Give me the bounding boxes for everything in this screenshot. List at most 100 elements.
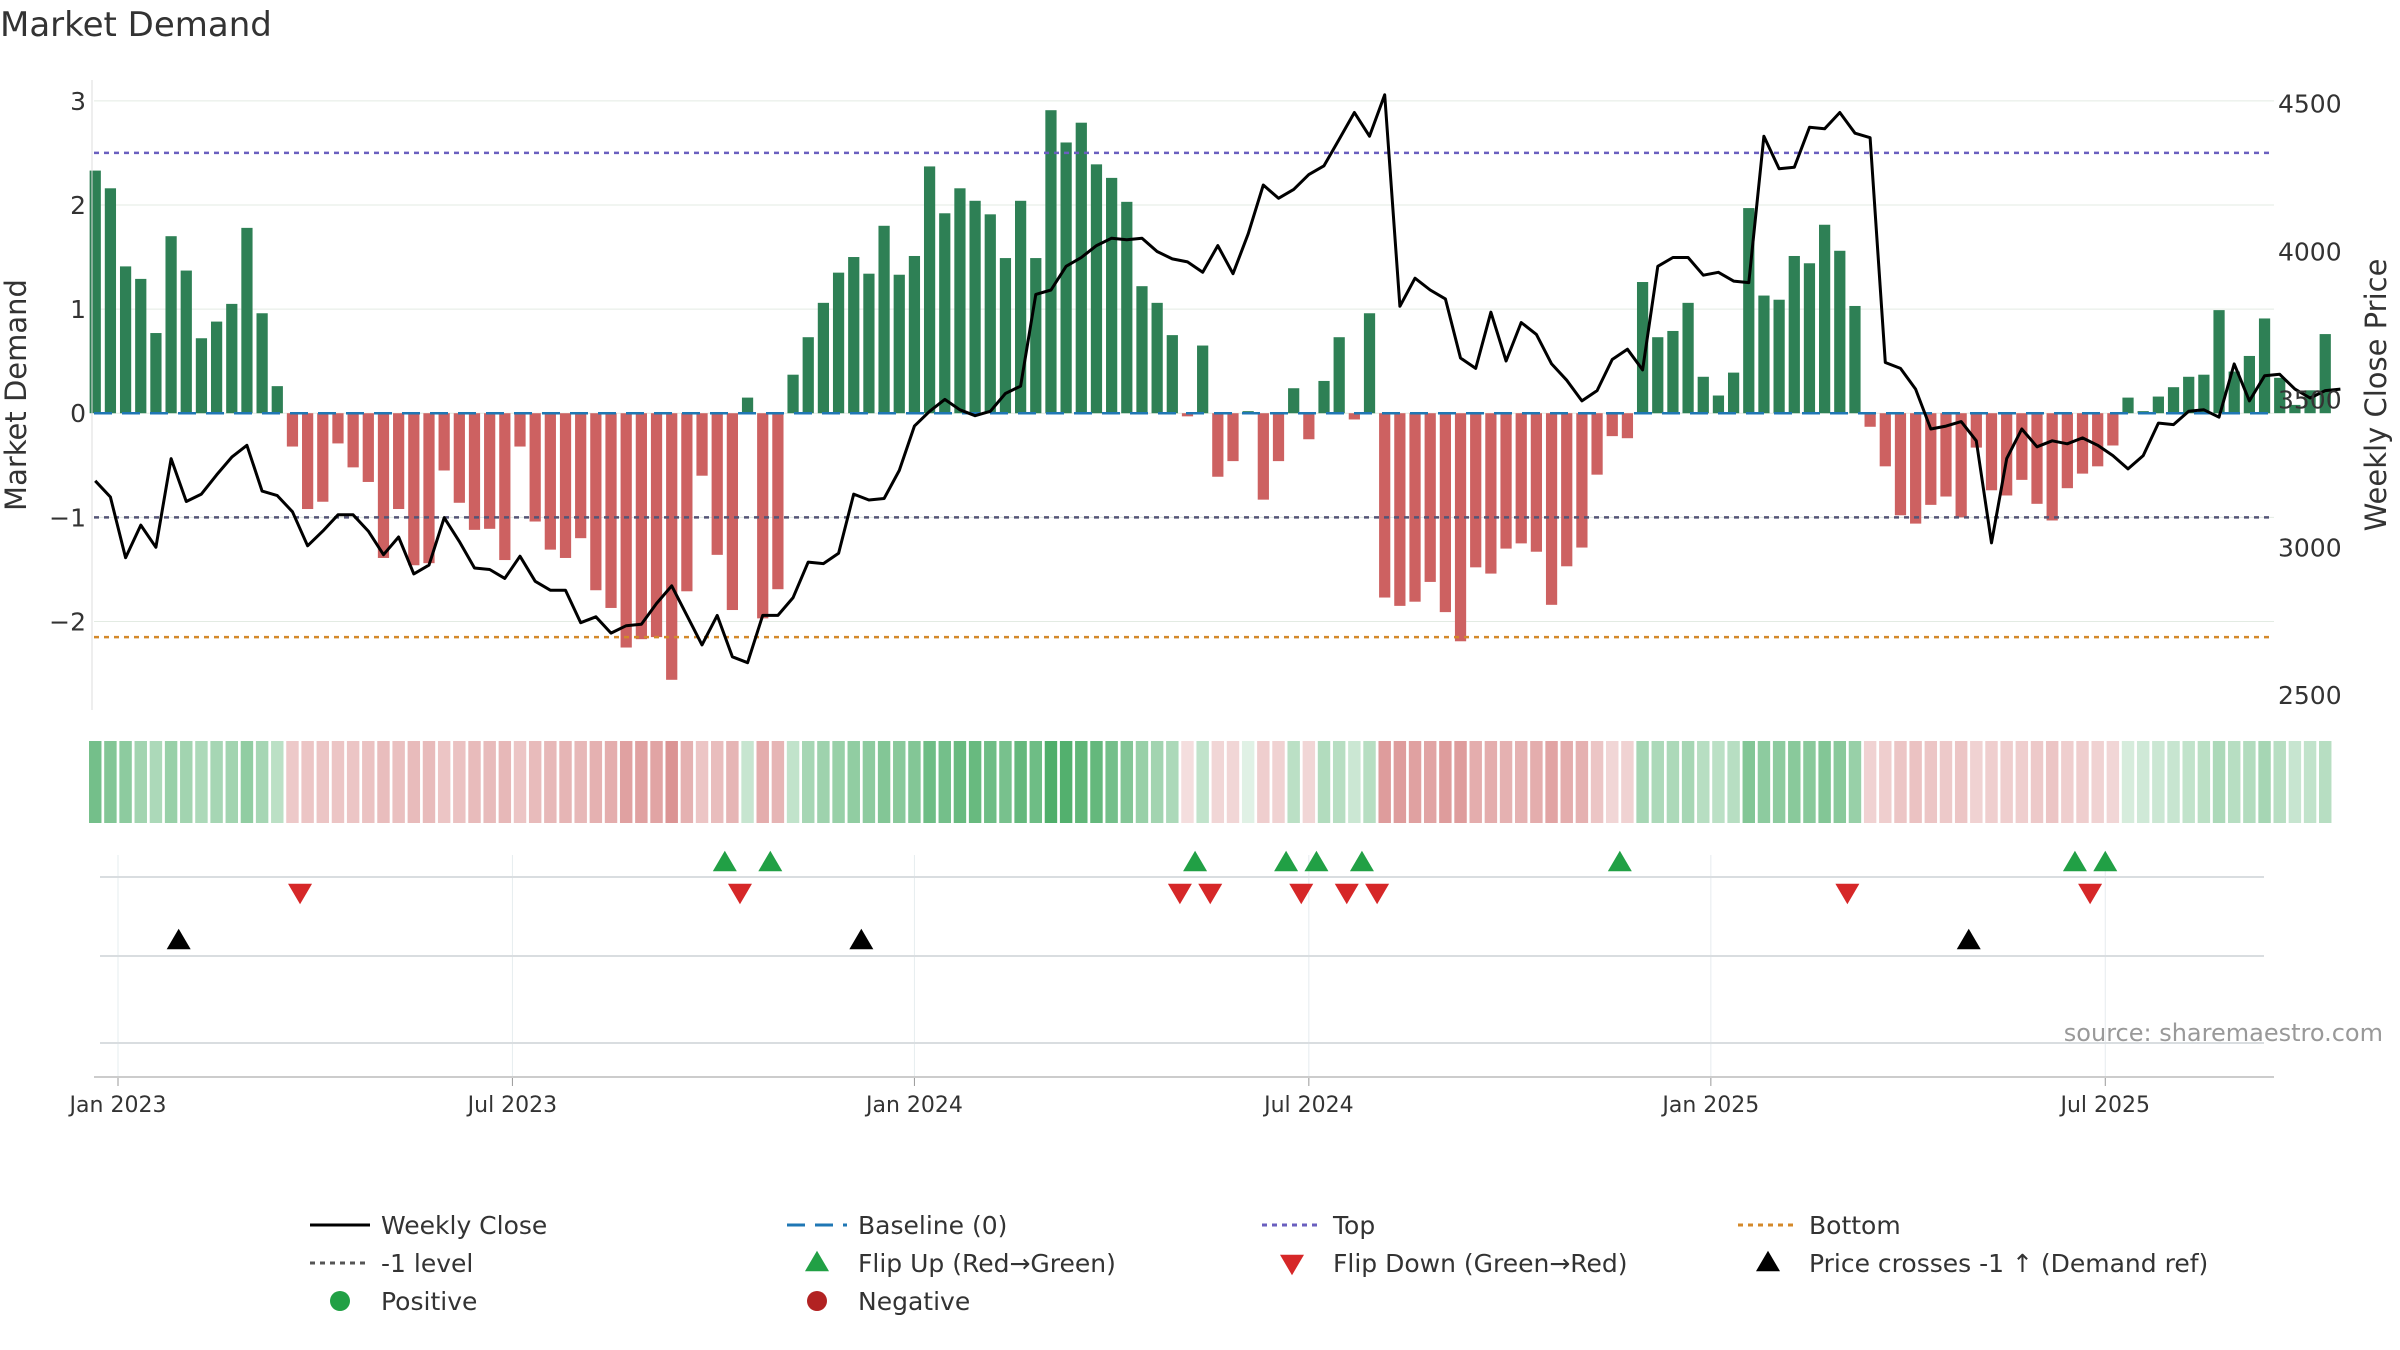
demand-strip-cell [513, 741, 527, 823]
demand-strip-cell [1272, 741, 1285, 823]
demand-bar [1166, 335, 1178, 414]
legend-item-minus_one: -1 level [310, 1249, 473, 1278]
demand-strip-cell [1727, 741, 1740, 823]
legend-swatch [1280, 1254, 1304, 1276]
demand-bar [2274, 377, 2286, 414]
left-tick-label: −1 [49, 503, 86, 532]
legend-label: Flip Up (Red→Green) [858, 1249, 1116, 1278]
demand-strip-cell [1909, 741, 1922, 823]
demand-strip-cell [164, 741, 178, 823]
demand-strip-cell [1499, 741, 1513, 823]
left-tick-label: 2 [70, 191, 86, 220]
legend-item-top: Top [1262, 1211, 1375, 1240]
demand-bar [2167, 387, 2180, 414]
right-tick-label: 3000 [2278, 533, 2342, 562]
x-tick-label: Jul 2024 [1262, 1093, 1354, 1118]
demand-strip-cell [225, 741, 238, 823]
demand-strip-cell [271, 741, 284, 823]
demand-bar [423, 413, 435, 564]
demand-bar [1106, 177, 1118, 414]
demand-strip-cell [847, 741, 860, 823]
demand-strip-cell [1423, 741, 1437, 823]
legend-item-negative: Negative [807, 1287, 970, 1316]
demand-bar [620, 413, 632, 648]
x-tick-label: Jan 2024 [864, 1093, 963, 1118]
demand-strip-cell [1469, 741, 1482, 823]
flip-up-marker [712, 850, 737, 872]
demand-bar [1500, 413, 1512, 549]
demand-strip-cell [2212, 741, 2226, 823]
demand-bar [2228, 371, 2240, 414]
demand-bar [1121, 201, 1133, 414]
demand-strip-cell [741, 741, 754, 823]
demand-bar [1485, 413, 1497, 574]
demand-strip-cell [1226, 741, 1240, 823]
demand-bar [1667, 330, 1679, 414]
demand-strip-cell [1590, 741, 1604, 823]
demand-bar [954, 188, 966, 414]
demand-bar [438, 413, 450, 471]
demand-bar [1652, 337, 1664, 414]
demand-strip-cell [2091, 741, 2104, 823]
demand-bar [1561, 413, 1573, 567]
flip-down-marker [2078, 883, 2103, 905]
demand-strip-cell [1454, 741, 1467, 823]
demand-strip-cell [422, 741, 436, 823]
demand-bar [1894, 413, 1907, 516]
demand-strip-cell [1363, 741, 1376, 823]
demand-bar [863, 273, 875, 414]
right-axis-label: Weekly Close Price [2359, 259, 2393, 532]
flip-down-marker [727, 883, 752, 905]
demand-bar [135, 278, 147, 414]
demand-strip-cell [2243, 741, 2256, 823]
demand-bar [332, 413, 344, 444]
demand-strip-cell [1788, 741, 1801, 823]
demand-bar [575, 413, 587, 539]
demand-strip-cell [2273, 741, 2286, 823]
demand-bar [1030, 258, 1042, 414]
demand-bar [1075, 122, 1087, 414]
demand-bar [696, 413, 708, 476]
demand-strip-cell [453, 741, 466, 823]
demand-strip-cell [1621, 741, 1634, 823]
demand-strip-cell [1606, 741, 1619, 823]
demand-bar [2107, 413, 2119, 446]
demand-strip-cell [2030, 741, 2044, 823]
demand-strip-cell [362, 741, 375, 823]
demand-bar [893, 274, 905, 414]
demand-strip-cell [544, 741, 557, 823]
demand-strip-cell [1014, 741, 1027, 823]
demand-bar [1272, 413, 1285, 462]
demand-strip-cell [893, 741, 906, 823]
demand-strip-cell [1302, 741, 1316, 823]
demand-strip-cell [999, 741, 1012, 823]
demand-strip-cell [817, 741, 830, 823]
demand-strip-cell [1757, 741, 1771, 823]
demand-strip-cell [1515, 741, 1528, 823]
demand-strip-cell [1954, 741, 1968, 823]
demand-strip-cell [1924, 741, 1938, 823]
demand-bar [1470, 413, 1482, 568]
demand-strip-cell [2015, 741, 2029, 823]
demand-strip-cell [1120, 741, 1134, 823]
price-cross-marker [166, 928, 191, 950]
demand-bar [1424, 413, 1436, 582]
demand-strip-cell [604, 741, 618, 823]
demand-bar [1015, 200, 1027, 414]
demand-bar [2076, 413, 2089, 474]
demand-bar [848, 257, 860, 414]
demand-strip-cell [1332, 741, 1346, 823]
demand-bar [1409, 413, 1421, 602]
demand-strip-cell [1985, 741, 1998, 823]
weekly-close-line [94, 93, 2341, 665]
flip-down-marker [1167, 883, 1192, 905]
demand-strip-cell [619, 741, 633, 823]
demand-bar [772, 413, 784, 590]
demand-bar [2031, 413, 2043, 504]
flip-down-marker [1334, 883, 1359, 905]
demand-strip-cell [1742, 741, 1755, 823]
demand-bar [1803, 263, 1816, 414]
demand-strip-cell [635, 741, 648, 823]
demand-strip-cell [1818, 741, 1831, 823]
